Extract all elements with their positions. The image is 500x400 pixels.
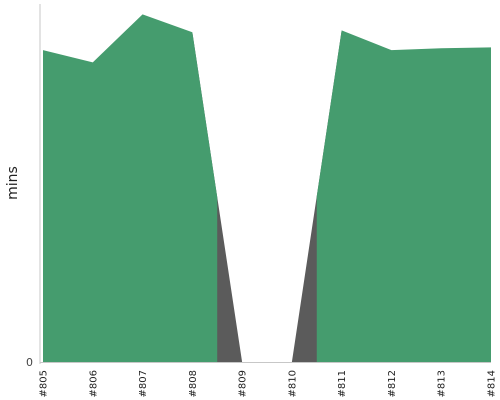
area-layer <box>43 14 491 363</box>
series-area-segment <box>43 14 218 362</box>
x-tick-label: #809 <box>238 370 249 397</box>
series-area-segment <box>316 30 491 363</box>
x-tick-label: #810 <box>287 370 298 397</box>
x-tick-label: #814 <box>487 370 498 397</box>
x-tick-label: #808 <box>188 370 199 397</box>
x-tick-label: #805 <box>39 370 50 397</box>
x-tick-label: #811 <box>337 370 348 397</box>
y-tick-label: 0 <box>26 356 33 369</box>
x-tick-label: #806 <box>88 370 99 397</box>
x-tick-label: #807 <box>138 370 149 397</box>
axis-layer: 0 #805 #806 #807 #808 #809 #810 #811 #812 #813 #81… <box>26 4 498 397</box>
y-axis-title: mins <box>5 166 21 200</box>
x-tick-label: #812 <box>387 370 398 397</box>
x-tick-label: #813 <box>437 370 448 397</box>
